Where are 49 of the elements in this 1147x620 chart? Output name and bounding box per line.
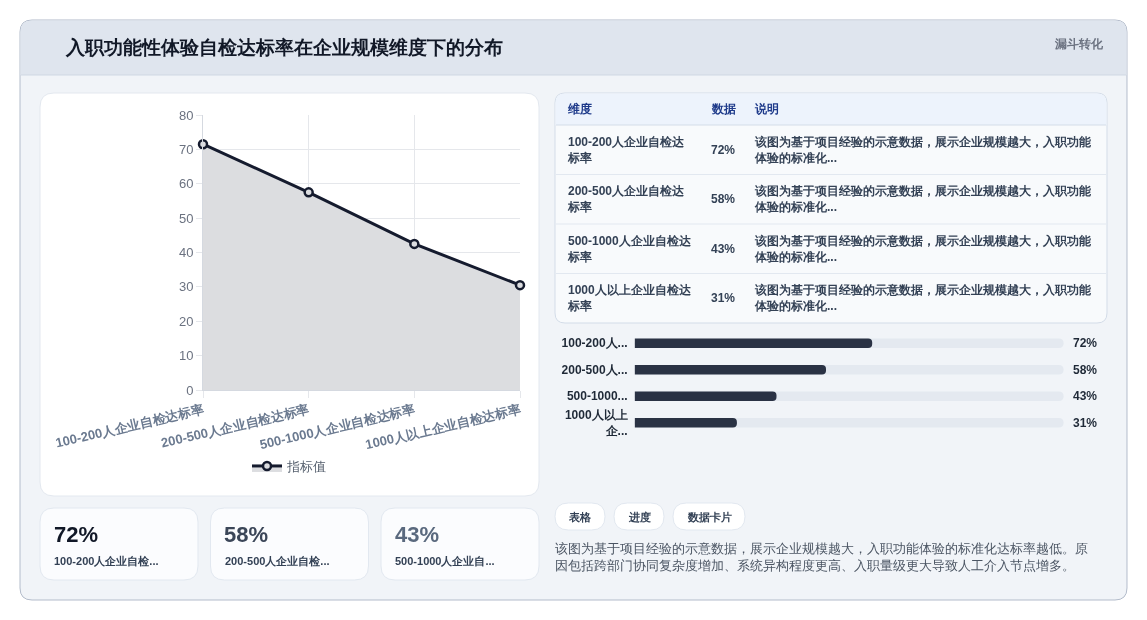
text: 入职功能性体验自检达标率在企业规模维度下的分布	[65, 37, 503, 58]
text: 72%	[711, 143, 736, 157]
text: 表格	[568, 511, 592, 523]
text: 500-1000人企业自...	[395, 555, 495, 568]
y-tick-label: 80	[178, 107, 194, 123]
y-tick-label: 20	[178, 313, 194, 329]
bar	[634, 418, 737, 428]
text: 31%	[711, 291, 736, 305]
text: 100-200人企业自检...	[54, 555, 159, 568]
text: 200-500人企业自检...	[225, 555, 330, 568]
text: 58%	[224, 522, 269, 547]
text: 数据卡片	[687, 511, 732, 523]
text: 漏斗转化	[1054, 37, 1104, 51]
y-tick-label: 70	[178, 141, 194, 157]
text: 数据	[711, 102, 736, 116]
y-tick-label: 60	[178, 176, 194, 192]
text: 该图为基于项目经验的示意数据，展示企业规模越大，入职功能体验的标准化...	[754, 234, 1092, 264]
y-tick-label: 1000人以上企...	[564, 408, 628, 438]
text: 58%	[711, 192, 736, 206]
text: 500-1000人企业自检达标率	[567, 234, 692, 264]
y-tick-label: 40	[178, 245, 194, 261]
point	[514, 279, 526, 291]
y-tick-label: 30	[178, 279, 194, 295]
point	[409, 238, 420, 250]
text: 该图为基于项目经验的示意数据，展示企业规模越大，入职功能体验的标准化...	[754, 283, 1092, 313]
text: 43%	[711, 242, 736, 256]
y-tick-label: 10	[178, 348, 194, 364]
y-tick-label: 0	[186, 382, 194, 398]
text: 100-200人企业自检达标率	[567, 135, 686, 165]
y-tick-label: 200-500人...	[561, 362, 628, 377]
y-tick-label: 100-200人...	[561, 336, 628, 351]
text: 该图为基于项目经验的示意数据，展示企业规模越大，入职功能体验的标准化...	[754, 184, 1092, 214]
text: 1000人以上企业自检达标率	[567, 283, 692, 313]
legend-label: 指标值	[286, 459, 326, 475]
data-label: 31%	[1073, 416, 1098, 430]
text: 进度	[628, 511, 651, 523]
data-label: 58%	[1073, 363, 1098, 377]
text: 维度	[567, 102, 592, 116]
y-tick-label: 50	[178, 210, 194, 226]
text: 200-500人企业自检达标率	[567, 184, 686, 214]
data-label: 72%	[1073, 336, 1098, 350]
text: 该图为基于项目经验的示意数据，展示企业规模越大，入职功能体验的标准化达标率越低。原因包括跨部门协同复杂度增加、系统异构程度更高、入职量级更大导致人工介入节点增多。	[555, 541, 1088, 573]
text: 该图为基于项目经验的示意数据，展示企业规模越大，入职功能体验的标准化...	[754, 135, 1092, 165]
text: 72%	[54, 522, 99, 547]
y-tick-label: 500-1000...	[566, 389, 628, 404]
point	[303, 187, 314, 198]
text: 43%	[395, 522, 440, 547]
data-label: 43%	[1073, 389, 1098, 403]
text: 说明	[754, 102, 779, 116]
